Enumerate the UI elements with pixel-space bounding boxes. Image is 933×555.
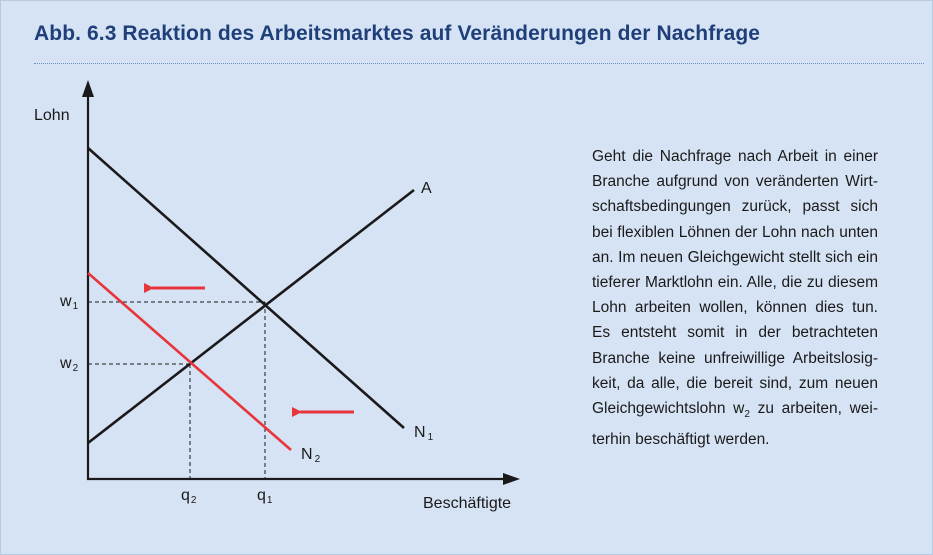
supply-curve-label: A xyxy=(421,180,432,197)
y-axis-arrowhead xyxy=(82,80,94,97)
demand-curve-n2 xyxy=(87,272,292,451)
w1-tick-label: w1 xyxy=(59,293,79,312)
x-axis-label: Beschäftigte xyxy=(423,495,511,512)
demand-curve-n1 xyxy=(87,147,405,429)
q2-tick-label: q2 xyxy=(181,487,197,506)
q1-tick-label: q1 xyxy=(257,487,273,506)
description-text-start: Geht die Nachfrage nach Arbeit in einer … xyxy=(592,148,878,418)
figure-description: Geht die Nachfrage nach Arbeit in einer … xyxy=(592,144,878,453)
description-subscript: 2 xyxy=(744,409,750,421)
y-axis-label: Lohn xyxy=(34,107,70,124)
x-axis-arrowhead xyxy=(503,473,520,485)
title-divider xyxy=(34,63,924,64)
supply-curve xyxy=(87,188,415,445)
figure-title: Abb. 6.3 Reaktion des Arbeitsmarktes auf… xyxy=(34,22,761,45)
w2-tick-label: w2 xyxy=(59,355,79,374)
description-text-end: zu arbeiten, wei­terhin beschäftigt werd… xyxy=(592,400,878,449)
